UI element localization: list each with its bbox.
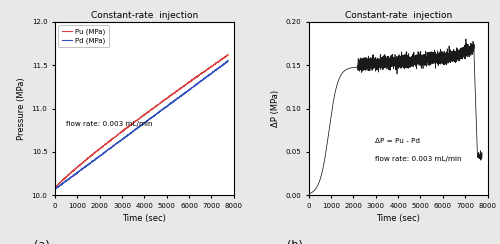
Pd (MPa): [72, 172, 78, 175]
X-axis label: Time (sec): Time (sec): [122, 214, 166, 224]
Pd (MPa): [52, 188, 58, 191]
X-axis label: Time (sec): Time (sec): [376, 214, 420, 224]
Text: ΔP = Pu - Pd: ΔP = Pu - Pd: [375, 138, 420, 144]
Pu (MPa): [66, 173, 71, 176]
Pu (MPa): [52, 187, 58, 190]
Line: Pd (MPa): Pd (MPa): [55, 61, 228, 189]
Text: (a): (a): [34, 239, 49, 244]
Text: flow rate: 0.003 mL/min: flow rate: 0.003 mL/min: [375, 156, 462, 162]
Pu (MPa): [129, 122, 135, 125]
Pd (MPa): [129, 131, 135, 133]
Pu (MPa): [150, 107, 156, 110]
Line: Pu (MPa): Pu (MPa): [55, 55, 228, 188]
Pd (MPa): [66, 177, 71, 180]
Pd (MPa): [126, 133, 132, 136]
Pu (MPa): [225, 53, 231, 56]
Pu (MPa): [132, 120, 138, 123]
Title: Constant-rate  injection: Constant-rate injection: [90, 11, 198, 20]
Pd (MPa): [225, 59, 231, 62]
Y-axis label: ΔP (MPa): ΔP (MPa): [271, 90, 280, 127]
Pu (MPa): [52, 186, 58, 189]
Title: Constant-rate  injection: Constant-rate injection: [344, 11, 452, 20]
Pu (MPa): [72, 167, 78, 170]
Text: flow rate: 0.003 mL/min: flow rate: 0.003 mL/min: [66, 121, 152, 127]
Legend: Pu (MPa), Pd (MPa): Pu (MPa), Pd (MPa): [58, 25, 109, 48]
Pd (MPa): [132, 128, 138, 131]
Pd (MPa): [52, 187, 58, 190]
Y-axis label: Pressure (MPa): Pressure (MPa): [17, 77, 26, 140]
Text: (b): (b): [288, 239, 303, 244]
Pu (MPa): [126, 125, 132, 128]
Pd (MPa): [150, 114, 156, 117]
